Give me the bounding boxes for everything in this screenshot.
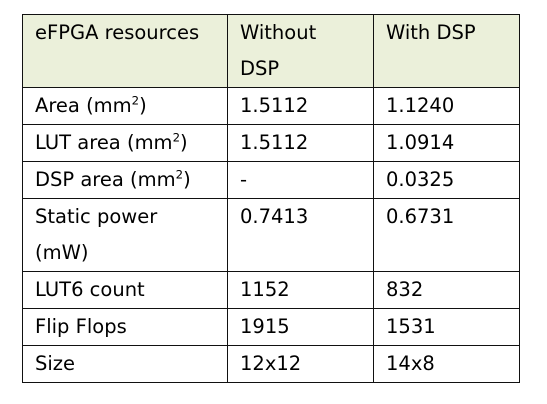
table-row: LUT area (mm2) 1.5112 1.0914 — [22, 124, 520, 162]
table-row: Size 12x12 14x8 — [22, 345, 520, 383]
table-row: Static power (mW) 0.7413 0.6731 — [22, 198, 520, 272]
header-cell-with-dsp: With DSP — [373, 14, 520, 88]
table-row: Flip Flops 1915 1531 — [22, 308, 520, 346]
row-label-lut6-count: LUT6 count — [22, 271, 228, 309]
table-row: DSP area (mm2) - 0.0325 — [22, 161, 520, 199]
value-without-dsp: 1915 — [227, 308, 374, 346]
value-with-dsp: 1531 — [373, 308, 520, 346]
table-header-row: eFPGA resources Without DSP With DSP — [22, 14, 520, 88]
table-row: Area (mm2) 1.5112 1.1240 — [22, 87, 520, 125]
row-label-size: Size — [22, 345, 228, 383]
value-without-dsp: 12x12 — [227, 345, 374, 383]
row-label-area: Area (mm2) — [22, 87, 228, 125]
row-label-lut-area: LUT area (mm2) — [22, 124, 228, 162]
table-row: LUT6 count 1152 832 — [22, 271, 520, 309]
value-without-dsp: 1152 — [227, 271, 374, 309]
value-without-dsp: - — [227, 161, 374, 199]
value-with-dsp: 1.0914 — [373, 124, 520, 162]
value-with-dsp: 1.1240 — [373, 87, 520, 125]
header-cell-resources: eFPGA resources — [22, 14, 228, 88]
row-label-dsp-area: DSP area (mm2) — [22, 161, 228, 199]
value-without-dsp: 1.5112 — [227, 87, 374, 125]
row-label-static-power: Static power (mW) — [22, 198, 228, 272]
value-without-dsp: 0.7413 — [227, 198, 374, 272]
value-with-dsp: 14x8 — [373, 345, 520, 383]
value-with-dsp: 0.0325 — [373, 161, 520, 199]
header-cell-without-dsp: Without DSP — [227, 14, 374, 88]
value-with-dsp: 832 — [373, 271, 520, 309]
value-with-dsp: 0.6731 — [373, 198, 520, 272]
resources-table: eFPGA resources Without DSP With DSP Are… — [22, 14, 520, 383]
value-without-dsp: 1.5112 — [227, 124, 374, 162]
row-label-flip-flops: Flip Flops — [22, 308, 228, 346]
